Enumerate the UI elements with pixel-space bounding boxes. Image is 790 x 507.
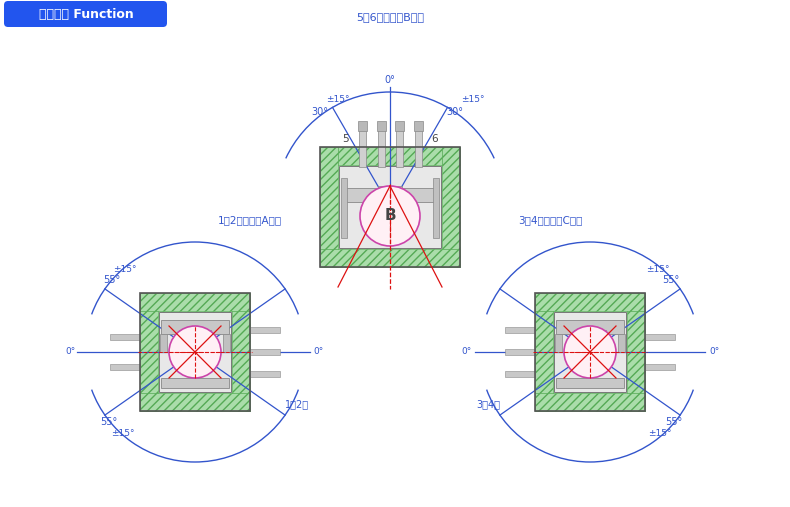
Text: 3和4脚导通（C通）: 3和4脚导通（C通）: [517, 215, 582, 225]
Text: 0°: 0°: [385, 75, 396, 85]
Text: ±15°: ±15°: [111, 429, 135, 439]
Text: 6: 6: [431, 134, 438, 144]
Text: ±15°: ±15°: [648, 429, 672, 439]
Bar: [358, 121, 367, 131]
Text: 0°: 0°: [314, 347, 324, 356]
Bar: [179, 330, 211, 338]
Bar: [341, 178, 347, 238]
Text: ±15°: ±15°: [114, 265, 137, 273]
Bar: [377, 121, 386, 131]
Bar: [442, 147, 460, 267]
Bar: [140, 293, 158, 411]
FancyBboxPatch shape: [4, 1, 167, 27]
Bar: [250, 349, 280, 355]
Text: 1和2脚导通（A通）: 1和2脚导通（A通）: [218, 215, 282, 225]
Text: 55°: 55°: [662, 275, 679, 285]
Bar: [415, 127, 422, 167]
Text: 55°: 55°: [103, 275, 120, 285]
Bar: [160, 334, 167, 352]
Bar: [140, 293, 250, 311]
Bar: [342, 188, 438, 202]
Bar: [535, 293, 553, 411]
Text: 5: 5: [342, 134, 348, 144]
Text: B: B: [384, 208, 396, 224]
Bar: [433, 178, 439, 238]
Bar: [140, 393, 250, 411]
Bar: [618, 334, 625, 352]
Bar: [339, 166, 441, 248]
Text: 0°: 0°: [66, 347, 76, 356]
Text: 55°: 55°: [100, 417, 117, 427]
Bar: [250, 371, 280, 377]
Bar: [505, 349, 535, 355]
Text: 1和2脚: 1和2脚: [285, 399, 309, 409]
Bar: [413, 121, 423, 131]
Bar: [161, 378, 229, 388]
Circle shape: [564, 326, 616, 378]
Text: ±15°: ±15°: [646, 265, 669, 273]
Circle shape: [169, 326, 221, 378]
Bar: [396, 127, 402, 167]
Bar: [645, 364, 675, 370]
Bar: [110, 334, 140, 340]
Text: 0°: 0°: [709, 347, 719, 356]
Text: 30°: 30°: [446, 107, 464, 117]
Bar: [505, 327, 535, 333]
Text: 30°: 30°: [311, 107, 329, 117]
Text: 55°: 55°: [665, 417, 683, 427]
Bar: [394, 121, 404, 131]
Bar: [505, 371, 535, 377]
Bar: [535, 393, 645, 411]
Text: ±15°: ±15°: [326, 95, 350, 104]
Bar: [554, 312, 626, 392]
Bar: [556, 320, 624, 334]
Bar: [378, 127, 385, 167]
Bar: [535, 293, 645, 311]
Bar: [627, 293, 645, 411]
Bar: [535, 293, 645, 411]
Bar: [159, 312, 231, 392]
Bar: [645, 334, 675, 340]
Bar: [378, 186, 402, 194]
Bar: [574, 330, 606, 338]
Bar: [140, 293, 250, 411]
Text: ±15°: ±15°: [461, 95, 485, 104]
Text: 触发角度 Function: 触发角度 Function: [39, 8, 134, 20]
Bar: [320, 249, 460, 267]
Bar: [250, 327, 280, 333]
Text: 5、6脚导通（B通）: 5、6脚导通（B通）: [356, 12, 424, 22]
Circle shape: [360, 186, 420, 246]
Bar: [161, 320, 229, 334]
Bar: [110, 364, 140, 370]
Bar: [555, 334, 562, 352]
Text: 3和4脚: 3和4脚: [476, 399, 500, 409]
Bar: [556, 378, 624, 388]
Bar: [223, 334, 230, 352]
Bar: [320, 147, 460, 165]
Text: 0°: 0°: [461, 347, 471, 356]
Bar: [232, 293, 250, 411]
Bar: [359, 127, 366, 167]
Bar: [320, 147, 460, 267]
Bar: [320, 147, 338, 267]
